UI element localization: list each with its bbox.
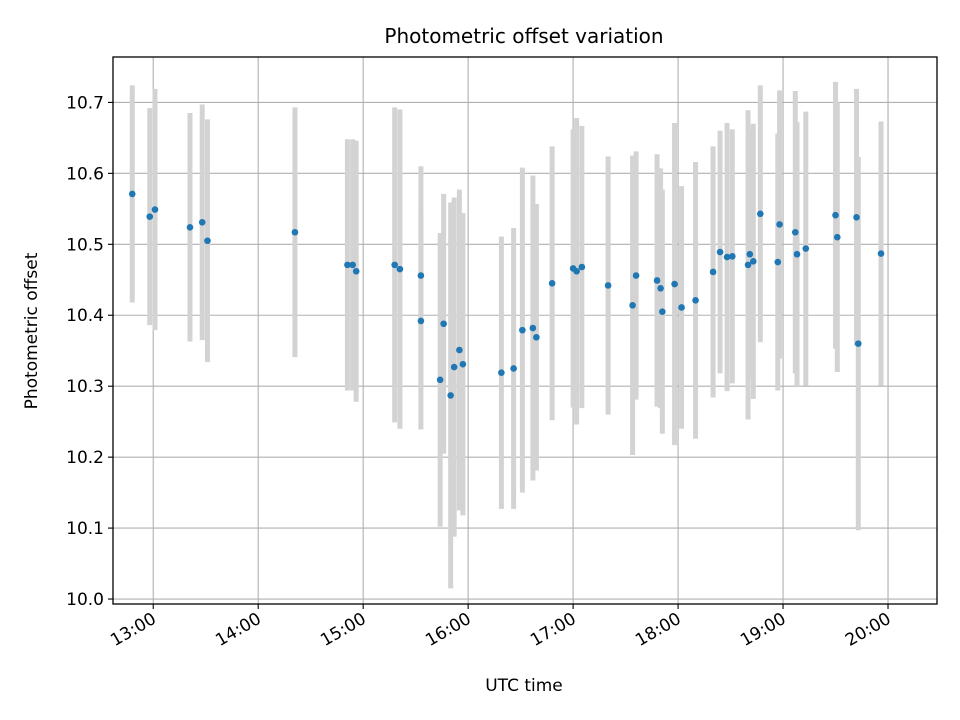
data-point (629, 302, 636, 309)
data-point (632, 272, 640, 279)
x-axis-label: UTC time (485, 676, 563, 696)
grid (113, 57, 937, 604)
data-point (417, 272, 425, 279)
chart-title: Photometric offset variation (384, 24, 663, 48)
y-tick-label: 10.0 (66, 590, 104, 610)
data-point (692, 297, 699, 304)
data-point (774, 258, 782, 266)
data-point (653, 277, 661, 284)
data-point (723, 253, 731, 261)
data-point (128, 190, 136, 198)
plot-frame (112, 56, 938, 605)
data-point (671, 280, 678, 288)
data-point (450, 363, 458, 371)
data-point (146, 213, 154, 220)
data-point (204, 237, 211, 245)
data-point (447, 392, 454, 399)
data-point (750, 258, 757, 265)
data-point (854, 340, 862, 347)
data-point (151, 206, 159, 213)
y-tick-label: 10.1 (66, 519, 104, 539)
data-point (716, 248, 724, 256)
data-point (709, 268, 717, 276)
data-point (352, 267, 360, 275)
data-point (417, 317, 425, 325)
data-point (529, 324, 537, 332)
y-tick-label: 10.3 (66, 377, 104, 397)
data-point (456, 346, 463, 354)
data-point (436, 376, 444, 384)
data-point (291, 228, 299, 236)
data-point (877, 250, 885, 257)
data-point (791, 228, 799, 236)
data-point (440, 320, 447, 328)
data-point (510, 365, 517, 372)
data-point (757, 210, 764, 218)
y-tick-label: 10.7 (66, 93, 104, 113)
data-point (802, 245, 810, 252)
data-point (186, 223, 194, 231)
data-point (678, 304, 685, 311)
y-tick-label: 10.4 (66, 306, 104, 326)
data-points (128, 190, 885, 399)
data-point (832, 211, 839, 219)
y-tick-label: 10.6 (66, 164, 104, 184)
data-point (853, 214, 860, 221)
data-point (533, 333, 540, 341)
data-point (198, 219, 206, 226)
data-point (344, 261, 351, 269)
data-point (519, 326, 526, 334)
data-point (659, 308, 666, 315)
data-point (793, 250, 801, 258)
data-point (657, 284, 664, 292)
y-tick-label: 10.2 (66, 448, 104, 468)
data-point (498, 369, 505, 377)
data-point (776, 221, 783, 228)
data-point (729, 253, 736, 260)
data-point (746, 250, 754, 258)
data-point (833, 233, 841, 241)
data-point (349, 261, 356, 269)
y-axis-label: Photometric offset (22, 252, 42, 409)
data-point (744, 261, 752, 269)
data-point (391, 261, 398, 269)
data-point (459, 360, 467, 368)
data-point (573, 267, 580, 275)
y-axis: 10.0 10.1 10.2 10.3 10.4 10.5 10.6 10.7 (66, 93, 113, 610)
y-tick-label: 10.5 (66, 235, 104, 255)
data-point (396, 265, 404, 273)
data-point (604, 282, 612, 289)
data-point (548, 280, 556, 287)
data-point (578, 263, 586, 271)
